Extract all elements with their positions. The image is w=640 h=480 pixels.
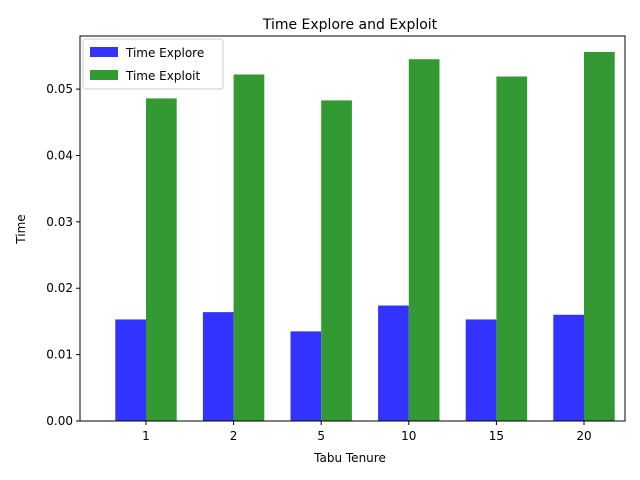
chart-title: Time Explore and Exploit [262, 17, 438, 33]
x-tick-label: 1 [142, 429, 150, 443]
y-axis-label: Time [14, 214, 28, 244]
y-tick-label: 0.00 [46, 414, 73, 428]
bar-explore-20 [553, 314, 584, 421]
y-tick-label: 0.04 [46, 148, 73, 162]
bar-exploit-5 [321, 100, 352, 421]
bar-explore-5 [290, 331, 322, 421]
bar-explore-15 [465, 319, 497, 421]
bar-explore-2 [202, 312, 234, 421]
bar-exploit-1 [146, 98, 177, 422]
legend: Time Explore Time Exploit [82, 38, 224, 90]
bars-group [115, 51, 615, 422]
bar-explore-1 [115, 319, 146, 421]
x-tick-label: 10 [401, 429, 416, 443]
x-tick-label: 2 [230, 429, 238, 443]
legend-swatch-explore [90, 47, 118, 57]
legend-label-explore: Time Explore [125, 46, 204, 60]
x-axis-label: Tabu Tenure [313, 451, 386, 465]
x-axis: 1 2 5 10 15 20 [142, 421, 592, 443]
y-tick-label: 0.02 [46, 281, 73, 295]
x-tick-label: 5 [317, 429, 325, 443]
bar-exploit-20 [584, 51, 615, 422]
legend-swatch-exploit [90, 70, 118, 80]
bar-exploit-10 [408, 59, 440, 421]
bar-exploit-15 [496, 76, 528, 422]
y-tick-label: 0.01 [46, 348, 73, 362]
y-axis: 0.00 0.01 0.02 0.03 0.04 0.05 [46, 82, 80, 428]
legend-label-exploit: Time Exploit [125, 69, 200, 83]
y-tick-label: 0.05 [46, 82, 73, 96]
bar-explore-10 [378, 305, 409, 421]
y-tick-label: 0.03 [46, 215, 73, 229]
bar-exploit-2 [233, 74, 265, 421]
x-tick-label: 15 [489, 429, 504, 443]
plot-frame [79, 35, 626, 422]
x-tick-label: 20 [576, 429, 591, 443]
